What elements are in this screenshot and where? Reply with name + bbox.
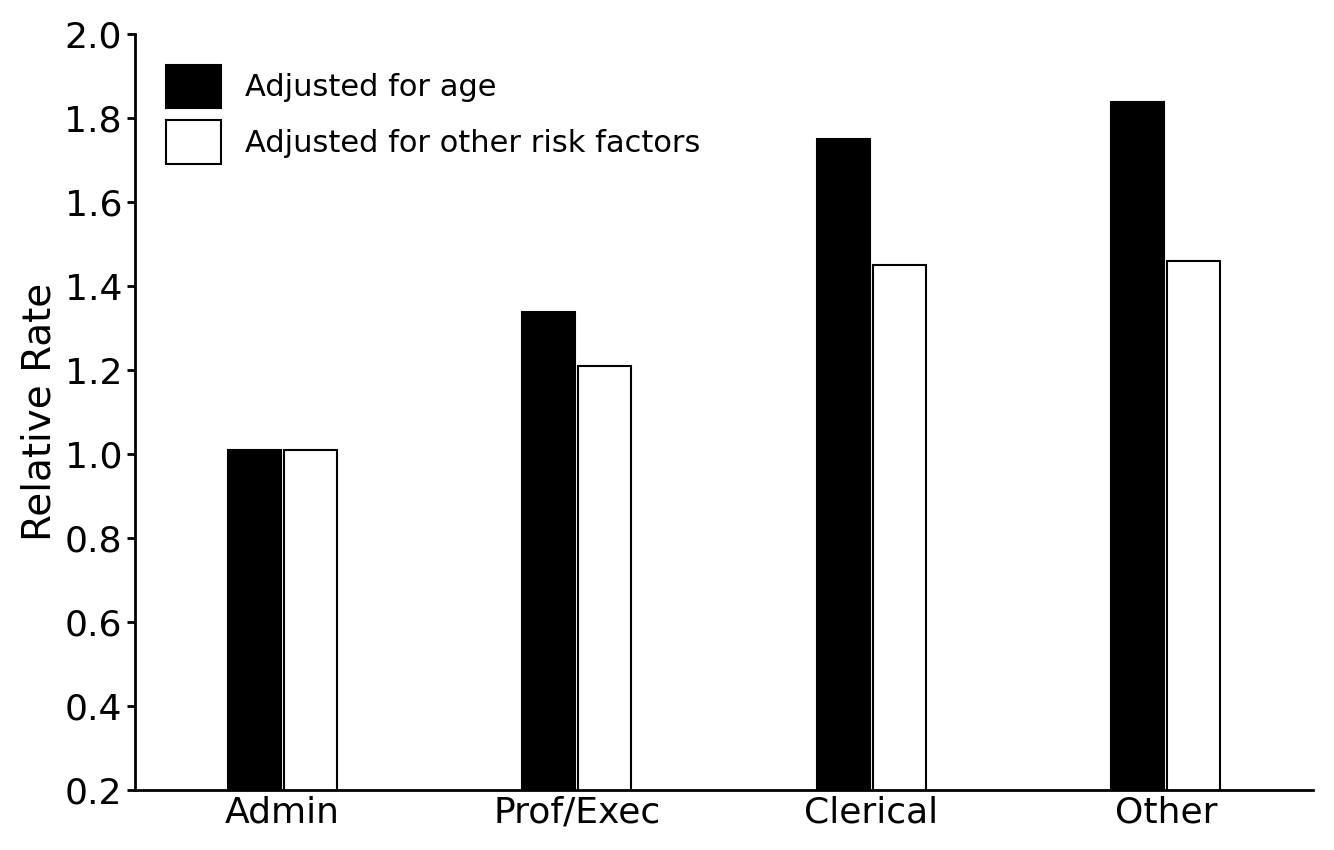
Bar <box>1111 101 1165 850</box>
Bar <box>816 139 870 850</box>
Legend: Adjusted for age, Adjusted for other risk factors: Adjusted for age, Adjusted for other ris… <box>151 49 716 178</box>
Y-axis label: Relative Rate: Relative Rate <box>21 283 59 541</box>
Bar <box>1167 261 1221 850</box>
Bar <box>872 265 926 850</box>
Bar <box>523 311 575 850</box>
Bar <box>284 450 338 850</box>
Bar <box>579 366 631 850</box>
Bar <box>228 450 281 850</box>
